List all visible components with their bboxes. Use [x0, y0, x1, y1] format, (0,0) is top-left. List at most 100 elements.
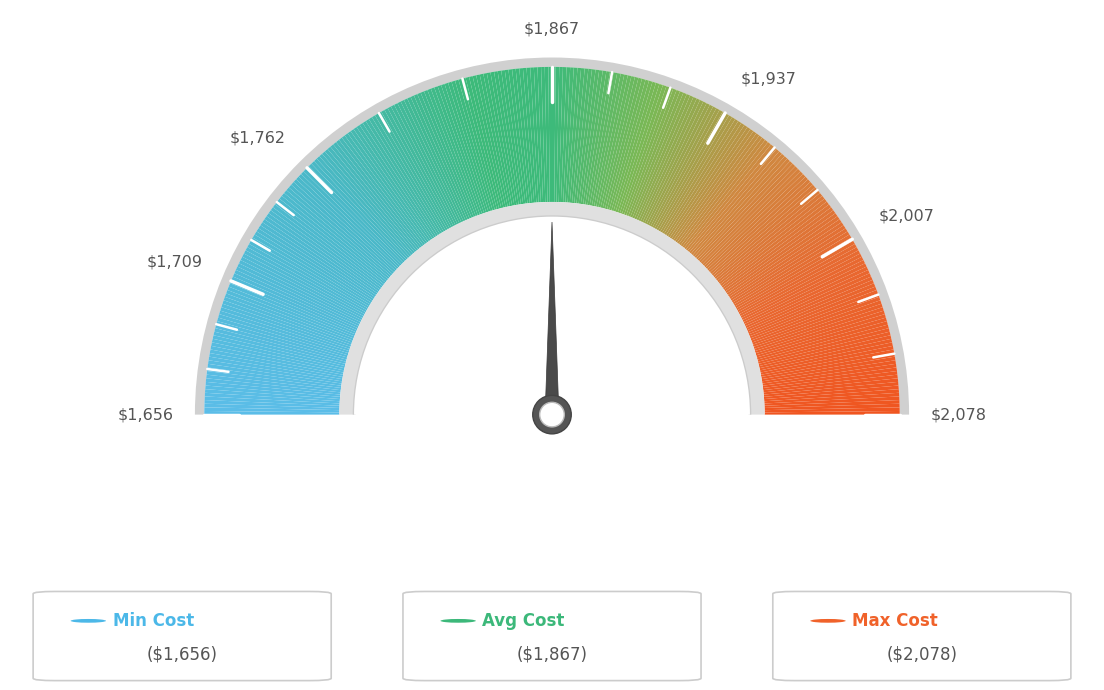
- Wedge shape: [679, 135, 762, 245]
- Wedge shape: [647, 103, 710, 225]
- Wedge shape: [225, 293, 352, 342]
- Wedge shape: [268, 210, 380, 291]
- Text: ($2,078): ($2,078): [887, 646, 957, 664]
- Wedge shape: [574, 69, 592, 204]
- Wedge shape: [208, 367, 341, 388]
- Wedge shape: [369, 117, 442, 234]
- Wedge shape: [434, 86, 482, 215]
- Wedge shape: [755, 314, 885, 355]
- Wedge shape: [284, 190, 390, 279]
- FancyBboxPatch shape: [33, 591, 331, 680]
- Wedge shape: [277, 199, 385, 284]
- Wedge shape: [394, 103, 457, 225]
- Wedge shape: [739, 247, 859, 314]
- Wedge shape: [757, 324, 889, 362]
- FancyBboxPatch shape: [773, 591, 1071, 680]
- Wedge shape: [241, 257, 362, 320]
- Wedge shape: [761, 349, 894, 377]
- Wedge shape: [242, 253, 363, 318]
- Wedge shape: [565, 68, 577, 203]
- Wedge shape: [614, 81, 656, 212]
- Wedge shape: [743, 264, 867, 324]
- Wedge shape: [282, 193, 389, 281]
- FancyBboxPatch shape: [403, 591, 701, 680]
- Wedge shape: [732, 228, 848, 302]
- Wedge shape: [713, 188, 818, 277]
- Wedge shape: [233, 273, 358, 330]
- Wedge shape: [204, 397, 340, 406]
- Wedge shape: [195, 57, 909, 415]
- Wedge shape: [353, 127, 433, 240]
- Wedge shape: [603, 77, 638, 208]
- Wedge shape: [473, 75, 506, 208]
- Circle shape: [533, 395, 571, 434]
- Wedge shape: [724, 210, 836, 291]
- Wedge shape: [662, 117, 735, 234]
- Wedge shape: [590, 72, 617, 206]
- Wedge shape: [204, 411, 339, 415]
- Wedge shape: [388, 106, 454, 227]
- Wedge shape: [677, 133, 760, 244]
- Wedge shape: [635, 94, 690, 219]
- Wedge shape: [686, 144, 774, 250]
- Wedge shape: [469, 76, 503, 208]
- Wedge shape: [763, 375, 898, 393]
- Text: $2,007: $2,007: [879, 209, 935, 224]
- Wedge shape: [764, 397, 900, 406]
- Wedge shape: [760, 339, 892, 371]
- Wedge shape: [751, 290, 878, 340]
- Wedge shape: [210, 349, 343, 377]
- Polygon shape: [544, 222, 560, 431]
- Wedge shape: [760, 335, 891, 368]
- Wedge shape: [660, 115, 732, 233]
- Wedge shape: [714, 190, 820, 279]
- Wedge shape: [692, 154, 785, 257]
- Wedge shape: [757, 321, 888, 359]
- Wedge shape: [763, 371, 898, 390]
- Wedge shape: [298, 174, 399, 269]
- Wedge shape: [209, 357, 342, 382]
- Wedge shape: [230, 280, 355, 334]
- Wedge shape: [384, 108, 452, 228]
- Wedge shape: [480, 74, 510, 206]
- Wedge shape: [594, 74, 624, 206]
- Wedge shape: [509, 69, 528, 204]
- Wedge shape: [723, 207, 834, 290]
- Wedge shape: [755, 310, 885, 353]
- Wedge shape: [204, 404, 339, 410]
- Wedge shape: [764, 382, 899, 397]
- Wedge shape: [764, 389, 899, 402]
- Wedge shape: [319, 154, 412, 257]
- Wedge shape: [306, 166, 403, 264]
- Wedge shape: [357, 125, 434, 239]
- Wedge shape: [263, 219, 376, 297]
- Wedge shape: [544, 67, 550, 202]
- Wedge shape: [719, 199, 827, 284]
- Wedge shape: [705, 174, 806, 269]
- Wedge shape: [754, 307, 884, 351]
- Wedge shape: [561, 67, 570, 202]
- Wedge shape: [762, 357, 895, 382]
- Wedge shape: [211, 346, 343, 375]
- Wedge shape: [552, 67, 555, 202]
- Wedge shape: [375, 113, 446, 232]
- Wedge shape: [740, 250, 860, 316]
- Wedge shape: [725, 213, 838, 293]
- Wedge shape: [671, 127, 751, 240]
- Wedge shape: [294, 179, 395, 273]
- Wedge shape: [407, 97, 466, 221]
- Wedge shape: [264, 216, 378, 295]
- Wedge shape: [567, 68, 581, 203]
- Wedge shape: [213, 332, 346, 366]
- Wedge shape: [476, 75, 508, 207]
- Wedge shape: [442, 84, 486, 213]
- Wedge shape: [684, 142, 771, 249]
- Wedge shape: [253, 235, 370, 306]
- Wedge shape: [501, 70, 523, 204]
- Wedge shape: [487, 72, 514, 206]
- Wedge shape: [455, 79, 495, 210]
- Wedge shape: [581, 70, 603, 204]
- Wedge shape: [763, 364, 896, 386]
- Wedge shape: [689, 149, 779, 254]
- Wedge shape: [624, 88, 673, 215]
